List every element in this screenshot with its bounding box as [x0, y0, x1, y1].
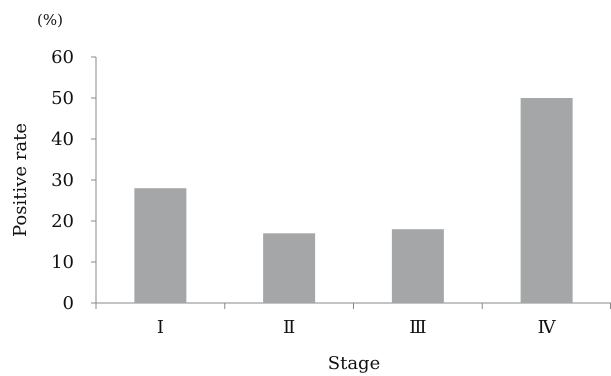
y-tick-label: 10 — [51, 252, 74, 273]
y-tick-label: 30 — [51, 170, 74, 191]
bar-2 — [263, 233, 316, 303]
y-tick-label: 50 — [51, 88, 74, 109]
y-tick-label: 40 — [51, 129, 74, 150]
bar-1 — [134, 188, 187, 303]
y-tick-label: 20 — [51, 211, 74, 232]
x-axis-title: Stage — [328, 353, 380, 374]
x-axis: Ⅰ Ⅱ Ⅲ Ⅳ — [95, 302, 611, 338]
x-tick-label: Ⅳ — [538, 317, 557, 338]
y-axis-title: Positive rate — [10, 123, 31, 237]
y-axis: 0 10 20 30 40 50 60 — [51, 47, 97, 314]
y-tick-label: 60 — [51, 47, 74, 68]
x-tick-label: Ⅲ — [409, 317, 426, 338]
x-tick-label: Ⅰ — [157, 317, 164, 338]
bar-3 — [391, 229, 444, 303]
bars — [134, 98, 573, 303]
x-tick-label: Ⅱ — [283, 317, 295, 338]
bar-4 — [520, 98, 573, 303]
y-tick-label: 0 — [63, 293, 74, 314]
y-unit-label: (%) — [37, 11, 63, 29]
